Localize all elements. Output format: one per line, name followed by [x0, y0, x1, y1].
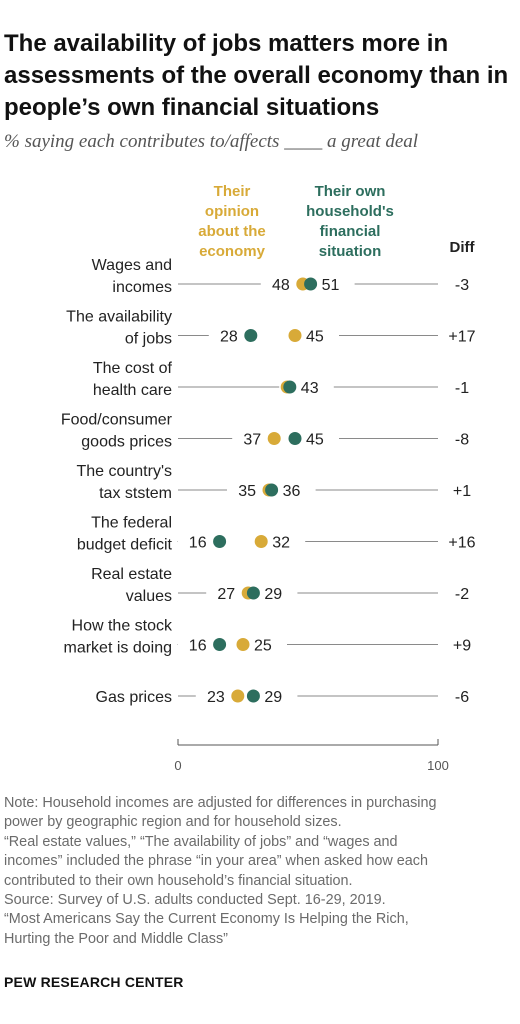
value-label-left: 23 [207, 689, 225, 706]
legend-economy-line: about the [198, 223, 266, 240]
note-line: incomes” included the phrase “in your ar… [4, 853, 428, 870]
note-line: “Most Americans Say the Current Economy … [4, 911, 409, 928]
note-line: Note: Household incomes are adjusted for… [4, 795, 437, 811]
category-label: The cost of [93, 360, 173, 377]
diff-value: -8 [455, 432, 469, 449]
legend-economy-line: economy [199, 243, 266, 260]
diff-value: +17 [448, 329, 475, 346]
category-label: Gas prices [96, 689, 172, 706]
chart-row: Food/consumer goods prices 37 45 -8 [61, 412, 469, 451]
diff-header: Diff [450, 239, 476, 256]
chart-row: The cost of health care 43 -1 [93, 360, 469, 399]
note-line: Source: Survey of U.S. adults conducted … [4, 892, 386, 909]
dot-economy [254, 535, 268, 548]
category-label: incomes [112, 279, 172, 296]
dot-household [244, 329, 258, 342]
chart-rows: Wages and incomes 48 51 -3 The availability of… [61, 257, 476, 706]
value-label-left: 27 [217, 586, 235, 603]
chart-row: How the stock market is doing 16 25 +9 [64, 618, 472, 657]
legend-household-line: situation [319, 243, 382, 260]
category-label: The availability [66, 309, 172, 326]
dot-economy [267, 432, 281, 445]
diff-value: +9 [453, 638, 471, 655]
note-line: contributed to their own household’s fin… [4, 872, 353, 889]
note-line: power by geographic region and for house… [4, 814, 342, 831]
chart-row: Gas prices 23 29 -6 [96, 689, 470, 706]
x-tick-label: 0 [174, 758, 181, 773]
category-label: Food/consumer [61, 412, 173, 429]
dot-economy [236, 638, 250, 651]
note-line: Hurting the Poor and Middle Class” [4, 930, 228, 947]
value-label-left: 48 [272, 277, 290, 294]
x-axis: 0 100 [174, 739, 449, 773]
dot-household [265, 483, 279, 497]
legend-household-line: Their own [315, 183, 386, 200]
chart-row: Real estate values 27 29 -2 [91, 566, 469, 605]
dot-plot-chart: Their opinion about the economy Their own hou… [61, 183, 476, 773]
legend-economy-line: opinion [205, 203, 259, 220]
category-label: The country's [76, 463, 172, 480]
diff-value: +16 [448, 535, 475, 552]
x-tick-label: 100 [427, 758, 449, 773]
legend: Their opinion about the economy Their own hou… [198, 183, 475, 260]
dot-household [213, 535, 227, 548]
diff-value: +1 [453, 483, 471, 500]
value-label-right: 45 [306, 329, 324, 346]
note-line: “Real estate values,” “The availability … [4, 833, 398, 850]
value-label-right: 29 [264, 689, 282, 706]
diff-value: -1 [455, 380, 469, 397]
value-label-right: 32 [272, 535, 290, 552]
category-label: How the stock [72, 618, 173, 635]
value-label-right: 25 [254, 638, 272, 655]
chart-row: The country's tax ststem 35 36 +1 [76, 463, 471, 502]
value-label-right: 45 [306, 432, 324, 449]
chart-subtitle: % saying each contributes to/affects ___… [4, 131, 419, 152]
category-label: health care [93, 382, 172, 399]
dot-household [213, 638, 227, 651]
category-label: values [126, 588, 172, 605]
value-label-left: 35 [238, 483, 256, 500]
source-org: PEW RESEARCH CENTER [4, 974, 184, 990]
value-label-right: 51 [322, 277, 340, 294]
value-label-left: 37 [243, 432, 261, 449]
chart-title: The availability of jobs matters more in… [4, 30, 509, 121]
dot-household [288, 432, 302, 445]
category-label: goods prices [81, 434, 172, 451]
value-label-left: 16 [189, 638, 207, 655]
diff-value: -3 [455, 277, 469, 294]
category-label: budget deficit [77, 537, 173, 554]
value-label-right: 43 [301, 380, 319, 397]
chart-row: The federal budget deficit 16 32 +16 [77, 515, 476, 554]
value-label-left: 16 [189, 535, 207, 552]
dot-economy [288, 329, 302, 342]
value-label-right: 29 [264, 586, 282, 603]
legend-household-line: financial [320, 223, 381, 240]
category-label: Real estate [91, 566, 172, 583]
value-label-right: 36 [283, 483, 301, 500]
dot-household [246, 689, 260, 703]
dot-household [283, 380, 297, 394]
value-label-left: 28 [220, 329, 238, 346]
dot-economy [231, 689, 245, 703]
chart-notes: Note: Household incomes are adjusted for… [4, 794, 516, 949]
category-label: tax ststem [99, 485, 172, 502]
category-label: Wages and [92, 257, 172, 274]
diff-value: -6 [455, 689, 469, 706]
dot-household [304, 277, 318, 291]
diff-value: -2 [455, 586, 469, 603]
dot-household [246, 586, 260, 600]
legend-household-line: household's [306, 203, 394, 220]
chart-row: Wages and incomes 48 51 -3 [92, 257, 470, 296]
chart-row: The availability of jobs 28 45 +17 [66, 309, 476, 348]
category-label: The federal [91, 515, 172, 532]
legend-economy-line: Their [214, 183, 251, 200]
category-label: market is doing [64, 640, 173, 657]
category-label: of jobs [125, 331, 172, 348]
